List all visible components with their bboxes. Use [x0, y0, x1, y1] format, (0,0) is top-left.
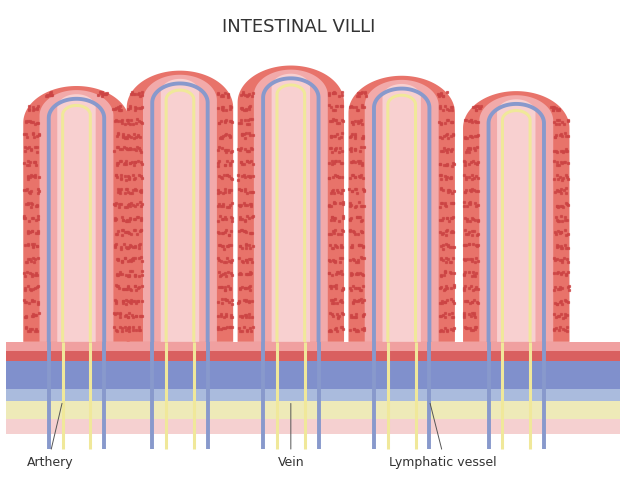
Polygon shape: [126, 71, 233, 342]
Text: Arthery: Arthery: [28, 456, 74, 469]
Bar: [0, 389, 626, 400]
Text: Lymphatic vessel: Lymphatic vessel: [389, 456, 496, 469]
Bar: [0, 419, 626, 434]
Polygon shape: [39, 90, 113, 342]
Polygon shape: [161, 79, 199, 342]
Bar: [0, 351, 626, 361]
Bar: [0, 400, 626, 419]
Polygon shape: [463, 91, 570, 342]
Bar: [0, 389, 626, 400]
Polygon shape: [23, 86, 130, 342]
Bar: [0, 361, 626, 389]
Polygon shape: [238, 66, 344, 342]
Text: INTESTINAL VILLI: INTESTINAL VILLI: [222, 18, 375, 36]
Polygon shape: [254, 69, 328, 342]
Polygon shape: [382, 84, 421, 342]
Polygon shape: [57, 94, 96, 342]
Polygon shape: [349, 76, 455, 342]
Bar: [0, 342, 626, 351]
Bar: [0, 351, 626, 361]
Bar: [0, 342, 626, 351]
Polygon shape: [272, 74, 310, 342]
Bar: [0, 361, 626, 389]
Polygon shape: [143, 75, 217, 342]
Polygon shape: [365, 80, 439, 342]
Polygon shape: [497, 99, 535, 342]
Bar: [0, 419, 626, 434]
Text: Vein: Vein: [277, 456, 304, 469]
Polygon shape: [480, 95, 553, 342]
Bar: [0, 400, 626, 419]
